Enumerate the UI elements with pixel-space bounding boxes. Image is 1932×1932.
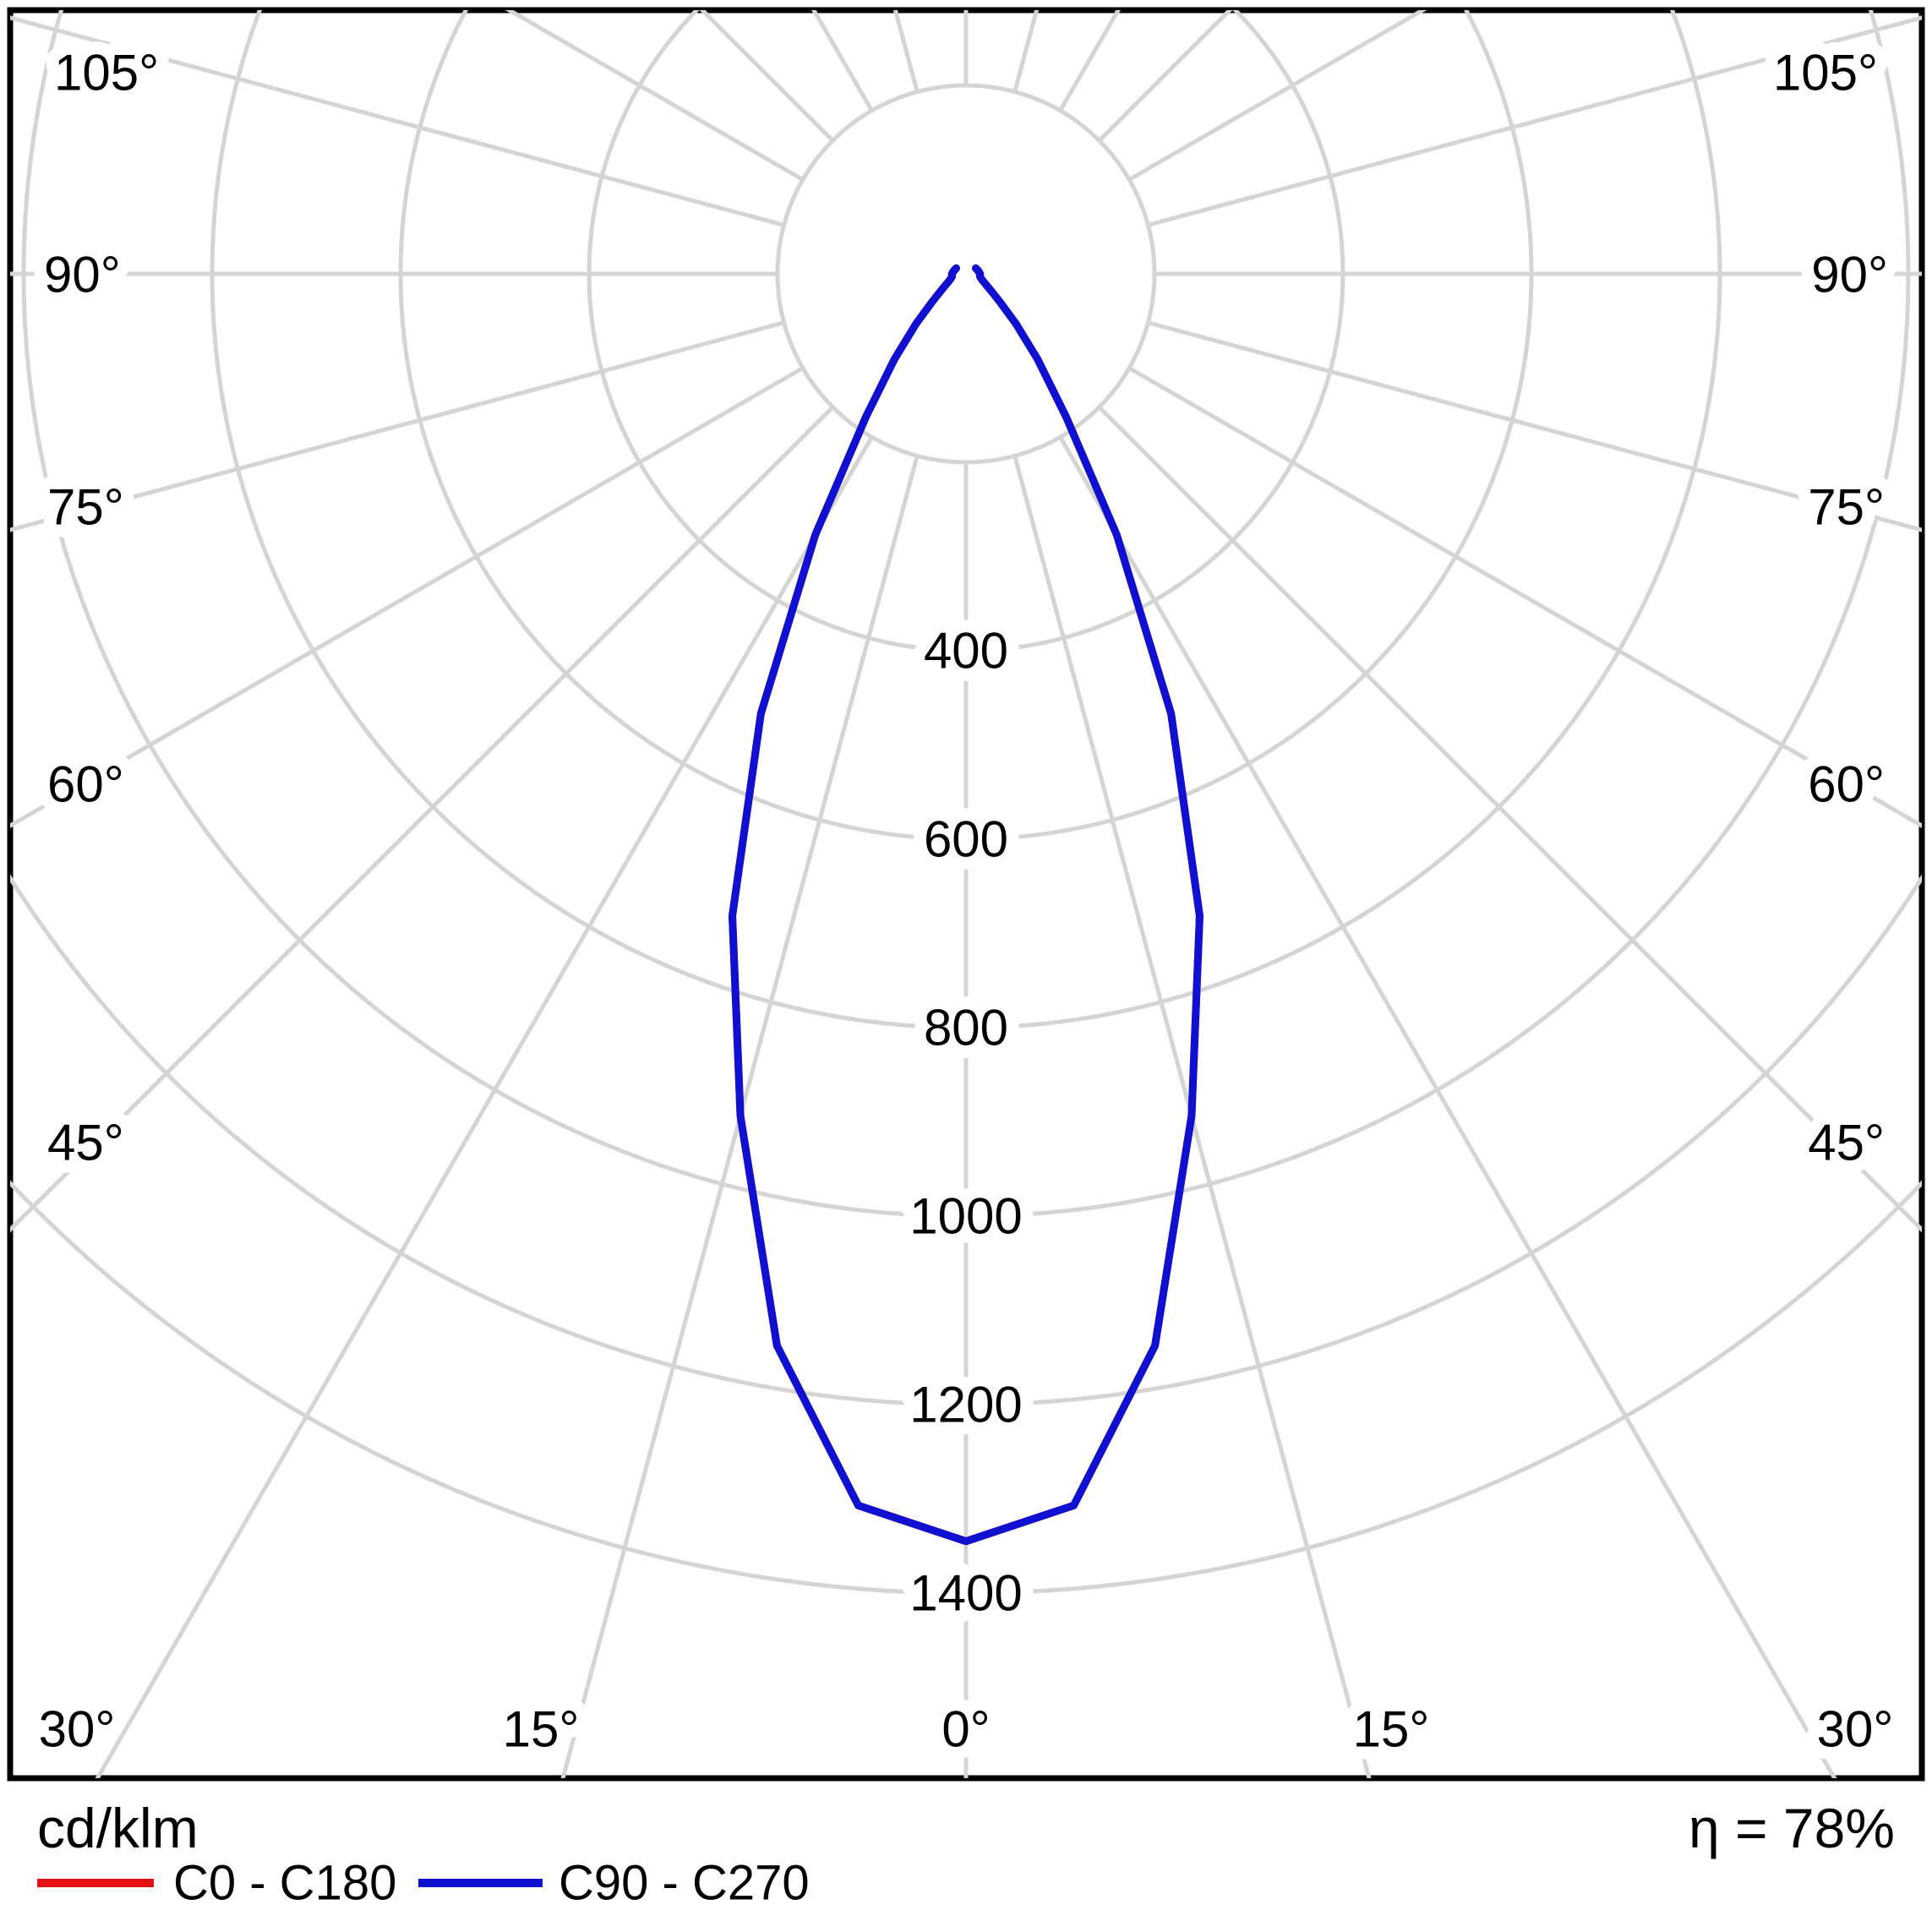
angle-label-90deg-left: 90° bbox=[44, 247, 121, 303]
legend-label-0: C0 - C180 bbox=[173, 1856, 396, 1911]
ring-label-600: 600 bbox=[924, 811, 1008, 868]
angle-label-90deg-right: 90° bbox=[1811, 247, 1888, 303]
angle-label-105deg-left: 105° bbox=[54, 45, 159, 101]
grid-spoke-255deg bbox=[10, 15, 785, 227]
ring-label-1000: 1000 bbox=[909, 1188, 1022, 1245]
angle-label-60deg-right: 60° bbox=[1808, 756, 1885, 813]
angle-label-75deg-right: 75° bbox=[1808, 479, 1885, 536]
intensity-curves bbox=[729, 264, 1203, 1546]
grid-spoke-345deg bbox=[560, 455, 920, 1778]
ring-label-1200: 1200 bbox=[909, 1377, 1022, 1433]
grid-spoke-330deg bbox=[95, 435, 874, 1778]
grid-spoke-315deg bbox=[10, 405, 835, 1233]
unit-label: cd/klm bbox=[37, 1797, 199, 1859]
angle-label-15deg-left: 15° bbox=[503, 1701, 580, 1758]
efficiency-label: η = 78% bbox=[1689, 1797, 1895, 1859]
legend: C0 - C180 C90 - C270 bbox=[37, 1856, 810, 1911]
grid-spoke-300deg bbox=[10, 366, 805, 828]
grid-spoke-105deg bbox=[1147, 15, 1922, 227]
angle-label-45deg-left: 45° bbox=[47, 1115, 124, 1171]
angle-label-0deg-left: 0° bbox=[941, 1701, 990, 1758]
curve-C90-C270 bbox=[729, 264, 1203, 1546]
angle-label-75deg-left: 75° bbox=[47, 479, 124, 536]
grid-spoke-15deg bbox=[1012, 455, 1372, 1778]
grid-spoke-285deg bbox=[10, 320, 785, 532]
angle-label-105deg-right: 105° bbox=[1773, 45, 1878, 101]
ring-label-400: 400 bbox=[924, 623, 1008, 679]
grid-spoke-120deg bbox=[1127, 10, 1427, 182]
ring-label-1400: 1400 bbox=[909, 1565, 1022, 1622]
angle-label-15deg-right: 15° bbox=[1353, 1701, 1430, 1758]
ring-value-labels: 400 600 800 1000 1200 1400 bbox=[897, 610, 1034, 1635]
angle-label-60deg-left: 60° bbox=[47, 756, 124, 813]
grid-spoke-30deg bbox=[1058, 435, 1837, 1778]
angle-label-45deg-right: 45° bbox=[1808, 1115, 1885, 1171]
legend-label-1: C90 - C270 bbox=[559, 1856, 810, 1911]
grid-spoke-60deg bbox=[1127, 366, 1922, 828]
grid-spoke-75deg bbox=[1147, 320, 1922, 532]
grid-spoke-240deg bbox=[505, 10, 805, 182]
ring-label-800: 800 bbox=[924, 1000, 1008, 1056]
angle-label-30deg-right: 30° bbox=[1817, 1701, 1894, 1758]
footer: cd/klm η = 78% C0 - C180 C90 - C270 bbox=[37, 1797, 1895, 1911]
grid-spoke-45deg bbox=[1097, 405, 1922, 1233]
angle-label-30deg-left: 30° bbox=[39, 1701, 116, 1758]
angle-tick-labels: 0° 15° 15° 30° 30° 45° 45° 60° 60° 75° 75° 90° 90° 10… bbox=[26, 32, 1907, 1771]
